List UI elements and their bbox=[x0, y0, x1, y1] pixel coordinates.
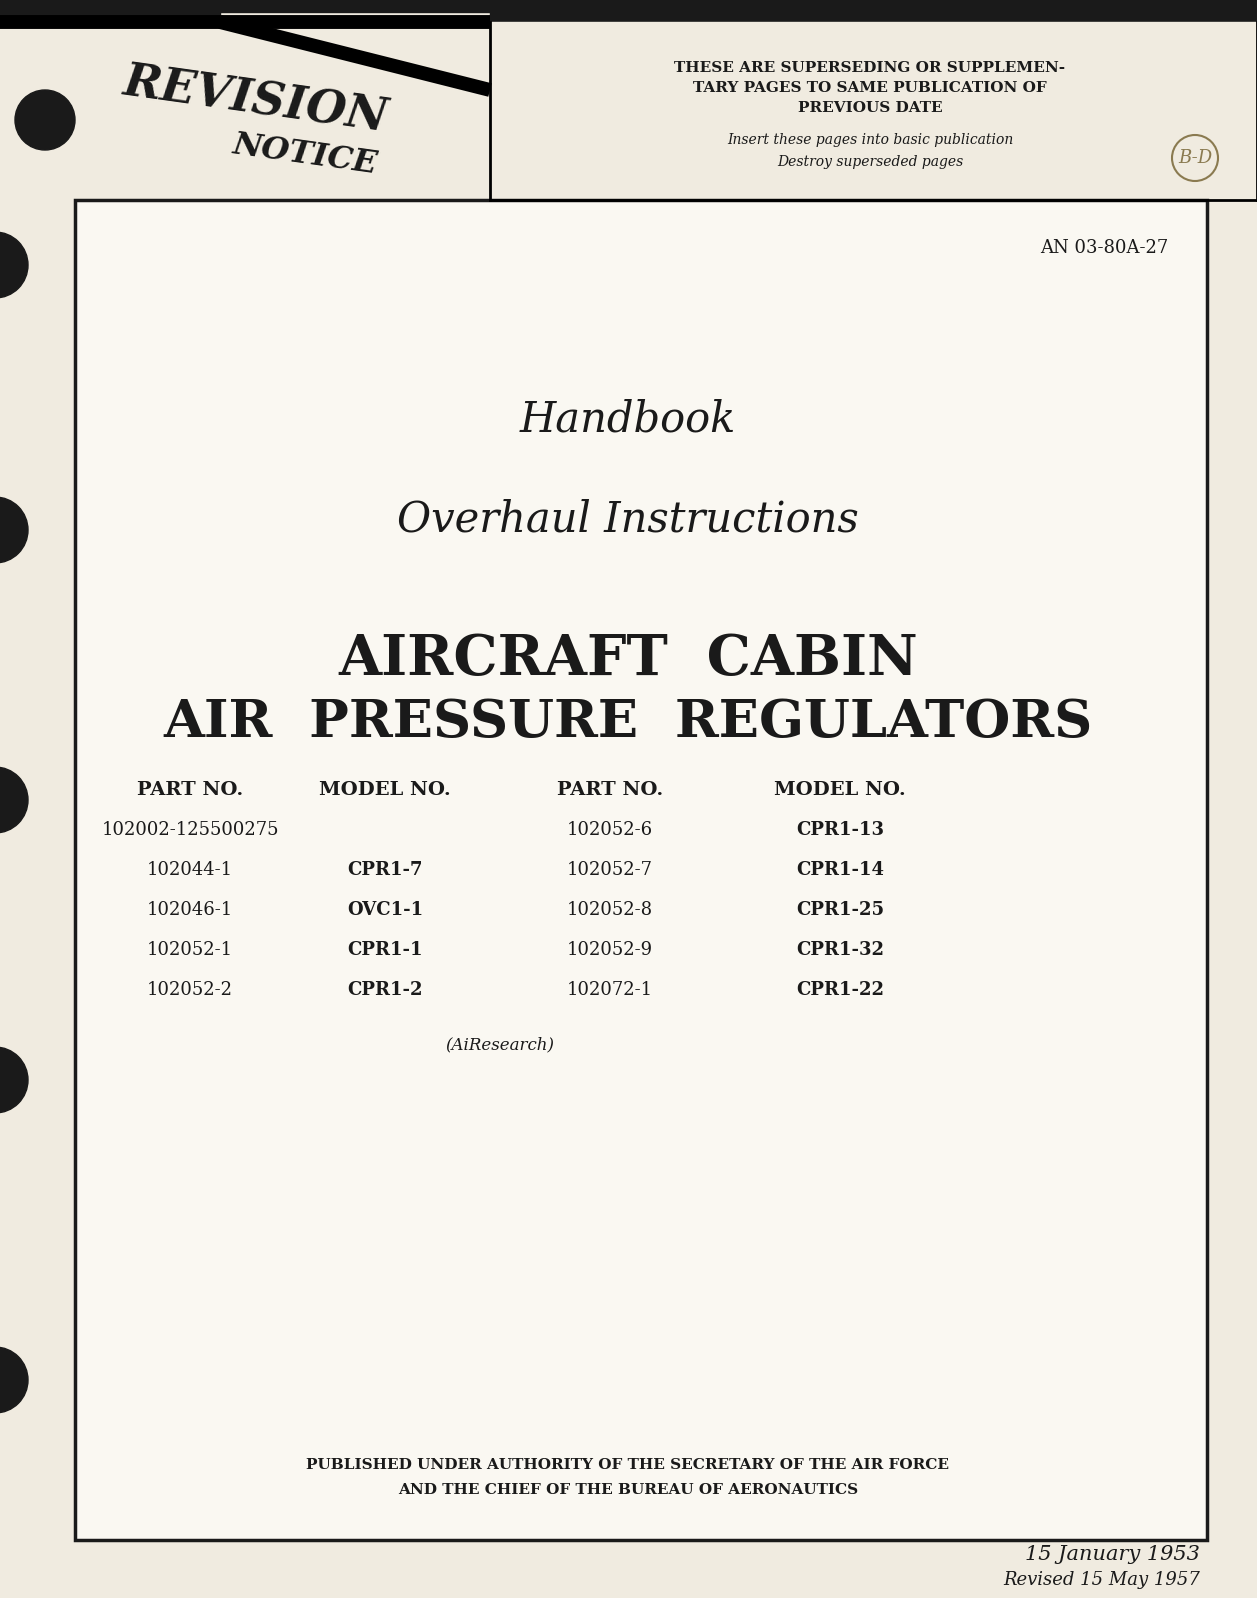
Text: 102044-1: 102044-1 bbox=[147, 861, 233, 879]
Text: PART NO.: PART NO. bbox=[137, 781, 243, 799]
Text: AND THE CHIEF OF THE BUREAU OF AERONAUTICS: AND THE CHIEF OF THE BUREAU OF AERONAUTI… bbox=[398, 1483, 859, 1497]
Text: CPR1-14: CPR1-14 bbox=[796, 861, 884, 879]
Text: CPR1-13: CPR1-13 bbox=[796, 821, 884, 839]
Circle shape bbox=[15, 89, 75, 150]
Text: AN 03-80A-27: AN 03-80A-27 bbox=[1040, 240, 1168, 257]
Circle shape bbox=[0, 767, 28, 833]
Text: 102052-1: 102052-1 bbox=[147, 941, 233, 959]
Text: PUBLISHED UNDER AUTHORITY OF THE SECRETARY OF THE AIR FORCE: PUBLISHED UNDER AUTHORITY OF THE SECRETA… bbox=[307, 1457, 949, 1472]
Text: 102002-125500275: 102002-125500275 bbox=[102, 821, 279, 839]
Text: 102052-9: 102052-9 bbox=[567, 941, 654, 959]
Text: THESE ARE SUPERSEDING OR SUPPLEMEN-: THESE ARE SUPERSEDING OR SUPPLEMEN- bbox=[675, 61, 1066, 75]
Text: B-D: B-D bbox=[1178, 149, 1212, 168]
Text: MODEL NO.: MODEL NO. bbox=[774, 781, 906, 799]
Text: Destroy superseded pages: Destroy superseded pages bbox=[777, 155, 963, 169]
Text: CPR1-1: CPR1-1 bbox=[347, 941, 422, 959]
FancyBboxPatch shape bbox=[75, 200, 1207, 1540]
Text: Insert these pages into basic publication: Insert these pages into basic publicatio… bbox=[727, 133, 1013, 147]
Text: PREVIOUS DATE: PREVIOUS DATE bbox=[798, 101, 943, 115]
Text: CPR1-7: CPR1-7 bbox=[347, 861, 422, 879]
Circle shape bbox=[0, 232, 28, 297]
Text: 102072-1: 102072-1 bbox=[567, 981, 654, 999]
Text: Revised 15 May 1957: Revised 15 May 1957 bbox=[1003, 1571, 1200, 1588]
Text: Overhaul Instructions: Overhaul Instructions bbox=[397, 499, 859, 542]
Text: 102052-8: 102052-8 bbox=[567, 901, 654, 919]
Text: AIR  PRESSURE  REGULATORS: AIR PRESSURE REGULATORS bbox=[163, 697, 1092, 748]
Text: CPR1-32: CPR1-32 bbox=[796, 941, 884, 959]
Text: CPR1-22: CPR1-22 bbox=[796, 981, 884, 999]
Text: PART NO.: PART NO. bbox=[557, 781, 664, 799]
Text: CPR1-2: CPR1-2 bbox=[347, 981, 422, 999]
Text: MODEL NO.: MODEL NO. bbox=[319, 781, 451, 799]
Text: 102046-1: 102046-1 bbox=[147, 901, 233, 919]
Text: REVISION: REVISION bbox=[119, 59, 390, 141]
Circle shape bbox=[0, 1047, 28, 1112]
Text: 102052-6: 102052-6 bbox=[567, 821, 654, 839]
Text: 102052-2: 102052-2 bbox=[147, 981, 233, 999]
Text: (AiResearch): (AiResearch) bbox=[445, 1037, 554, 1053]
Text: AIRCRAFT  CABIN: AIRCRAFT CABIN bbox=[338, 633, 918, 687]
Text: Handbook: Handbook bbox=[520, 400, 737, 441]
Text: CPR1-25: CPR1-25 bbox=[796, 901, 884, 919]
Text: 102052-7: 102052-7 bbox=[567, 861, 652, 879]
Circle shape bbox=[0, 497, 28, 562]
Text: 15 January 1953: 15 January 1953 bbox=[1026, 1545, 1200, 1564]
Text: NOTICE: NOTICE bbox=[230, 129, 380, 181]
Text: TARY PAGES TO SAME PUBLICATION OF: TARY PAGES TO SAME PUBLICATION OF bbox=[693, 81, 1047, 94]
Circle shape bbox=[0, 1347, 28, 1413]
Text: OVC1-1: OVC1-1 bbox=[347, 901, 424, 919]
